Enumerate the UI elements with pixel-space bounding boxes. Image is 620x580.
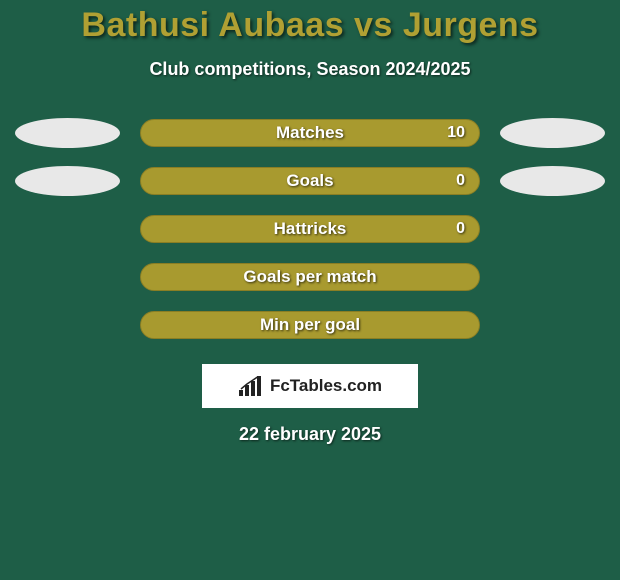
player-marker-left (15, 118, 120, 148)
player-marker-right (500, 118, 605, 148)
player-marker-right (500, 166, 605, 196)
spacer (500, 214, 605, 244)
stat-value-right: 10 (447, 124, 465, 142)
stat-row: Goals per match (0, 262, 620, 292)
stat-row: Min per goal (0, 310, 620, 340)
spacer (15, 310, 120, 340)
stat-label: Min per goal (260, 315, 360, 335)
page-root: Bathusi Aubaas vs Jurgens Club competiti… (0, 0, 620, 580)
stat-rows: Matches 10 Goals 0 Hattricks 0 Goals per match… (0, 118, 620, 340)
date-text: 22 february 2025 (0, 424, 620, 445)
site-badge: FcTables.com (202, 364, 418, 408)
player-marker-left (15, 166, 120, 196)
stat-value-right: 0 (456, 172, 465, 190)
page-subtitle: Club competitions, Season 2024/2025 (0, 59, 620, 80)
spacer (15, 262, 120, 292)
stat-label: Goals (286, 171, 333, 191)
stat-bar: Hattricks 0 (140, 215, 480, 243)
stat-value-right: 0 (456, 220, 465, 238)
stat-bar: Matches 10 (140, 119, 480, 147)
badge-text: FcTables.com (270, 376, 382, 396)
page-title: Bathusi Aubaas vs Jurgens (0, 6, 620, 45)
spacer (15, 214, 120, 244)
stat-bar: Goals 0 (140, 167, 480, 195)
badge-wrap: FcTables.com (0, 364, 620, 408)
stat-label: Hattricks (274, 219, 347, 239)
bars-icon (238, 376, 264, 396)
stat-row: Goals 0 (0, 166, 620, 196)
spacer (500, 310, 605, 340)
stat-bar: Goals per match (140, 263, 480, 291)
spacer (500, 262, 605, 292)
stat-label: Goals per match (243, 267, 376, 287)
stat-row: Matches 10 (0, 118, 620, 148)
stat-bar: Min per goal (140, 311, 480, 339)
stat-label: Matches (276, 123, 344, 143)
stat-row: Hattricks 0 (0, 214, 620, 244)
